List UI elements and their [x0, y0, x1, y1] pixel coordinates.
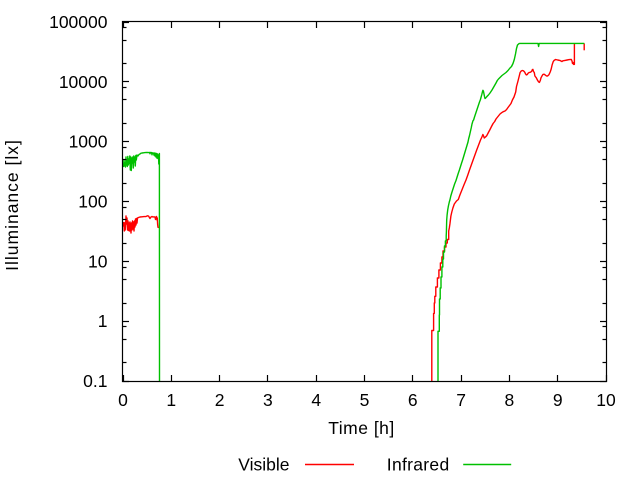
svg-text:4: 4 [311, 390, 321, 410]
svg-text:0: 0 [118, 390, 128, 410]
svg-text:1: 1 [98, 311, 108, 331]
svg-text:7: 7 [456, 390, 466, 410]
svg-text:Illuminance [lx]: Illuminance [lx] [2, 139, 22, 271]
svg-text:Visible: Visible [238, 455, 289, 475]
svg-text:100: 100 [78, 192, 107, 212]
svg-text:1: 1 [166, 390, 176, 410]
svg-text:0.1: 0.1 [83, 371, 107, 391]
svg-text:8: 8 [505, 390, 515, 410]
svg-text:10000: 10000 [59, 72, 108, 92]
svg-text:100000: 100000 [49, 12, 108, 32]
svg-text:6: 6 [408, 390, 418, 410]
svg-text:10: 10 [88, 251, 108, 271]
svg-text:2: 2 [215, 390, 225, 410]
svg-text:Time [h]: Time [h] [328, 418, 395, 438]
svg-text:5: 5 [360, 390, 370, 410]
svg-text:1000: 1000 [69, 132, 108, 152]
svg-text:10: 10 [596, 390, 616, 410]
svg-text:9: 9 [553, 390, 563, 410]
svg-text:Infrared: Infrared [387, 455, 450, 475]
svg-text:3: 3 [263, 390, 273, 410]
